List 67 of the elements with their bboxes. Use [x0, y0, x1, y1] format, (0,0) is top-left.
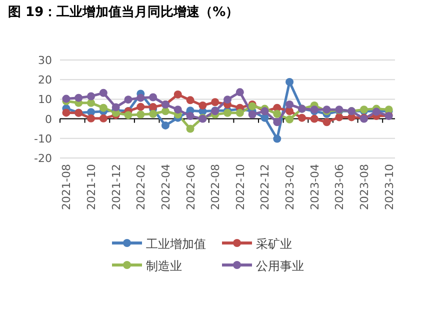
point [186, 96, 194, 104]
point [124, 96, 132, 104]
point [198, 101, 207, 110]
point [211, 98, 220, 106]
point [286, 78, 294, 86]
point [224, 96, 232, 104]
y-tick-label: -20 [34, 152, 52, 165]
y-tick-label: 10 [38, 93, 52, 106]
point [124, 111, 132, 120]
point [74, 94, 83, 102]
point [322, 118, 331, 126]
y-tick-label: 0 [45, 112, 52, 126]
y-tick-label: -10 [34, 132, 52, 146]
point [62, 94, 70, 103]
y-tick-label: 20 [38, 74, 52, 87]
point [149, 110, 158, 118]
point [99, 114, 108, 122]
point [62, 108, 70, 117]
point [335, 113, 344, 122]
x-tick-label: 2023-06 [333, 164, 346, 210]
chart-title: 图 19：工业增加值当月同比增速（%） [8, 5, 239, 20]
x-tick-label: 2023-02 [284, 164, 297, 210]
point [87, 114, 96, 122]
point [87, 92, 96, 100]
y-tick-label: 30 [38, 54, 52, 67]
point [136, 110, 145, 118]
x-tick-label: 2022-02 [134, 164, 148, 210]
point [136, 94, 145, 102]
x-tick-label: 2022-08 [209, 164, 222, 210]
legend-label: 采矿业 [256, 237, 292, 251]
x-tick-label: 2021-08 [60, 164, 74, 210]
point [286, 115, 294, 124]
point [236, 88, 244, 96]
point [273, 134, 282, 143]
legend-label: 制造业 [146, 259, 182, 273]
point [99, 88, 108, 97]
point [99, 104, 108, 112]
x-tick-label: 2023-04 [308, 164, 322, 210]
legend-label: 工业增加值 [146, 237, 206, 251]
point [136, 102, 145, 111]
point [286, 100, 294, 108]
x-tick-label: 2021-10 [85, 164, 98, 210]
point [273, 110, 282, 118]
point [310, 114, 318, 123]
x-tick-label: 2021-12 [110, 164, 123, 210]
point [236, 108, 244, 117]
point [149, 93, 158, 102]
point [87, 98, 96, 107]
x-tick-label: 2022-12 [258, 164, 272, 210]
x-tick-label: 2022-06 [184, 164, 198, 210]
point [174, 90, 182, 98]
point [260, 114, 269, 122]
x-tick-label: 2022-04 [159, 164, 172, 210]
point [248, 110, 256, 118]
x-tick-label: 2023-10 [382, 164, 396, 210]
point [174, 106, 182, 114]
point [273, 118, 282, 126]
point [286, 107, 294, 116]
x-tick-label: 2023-08 [358, 164, 371, 210]
legend-label: 公用事业 [256, 259, 304, 273]
point [161, 121, 170, 130]
point [186, 124, 194, 133]
point [161, 107, 170, 116]
x-tick-label: 2022-10 [234, 164, 247, 210]
point [112, 103, 120, 112]
point [298, 114, 306, 122]
point [186, 112, 194, 120]
